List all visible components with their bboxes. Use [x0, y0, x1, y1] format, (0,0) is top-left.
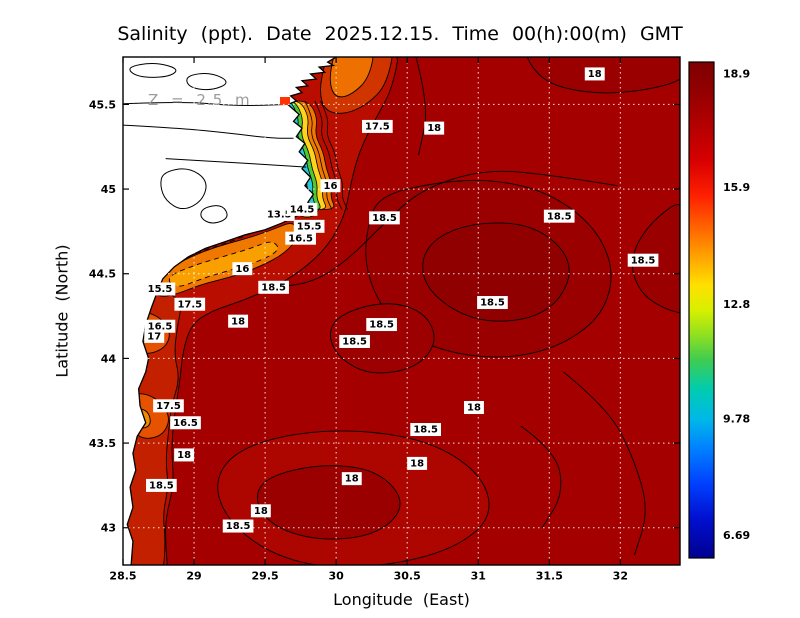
depth-annotation: Z = 2.5 m: [148, 91, 251, 109]
x-axis-label: Longitude (East): [333, 590, 470, 609]
figure-title: Salinity (ppt). Date 2025.12.15. Time 00…: [117, 23, 683, 45]
y-axis-label: Latitude (North): [52, 244, 72, 378]
